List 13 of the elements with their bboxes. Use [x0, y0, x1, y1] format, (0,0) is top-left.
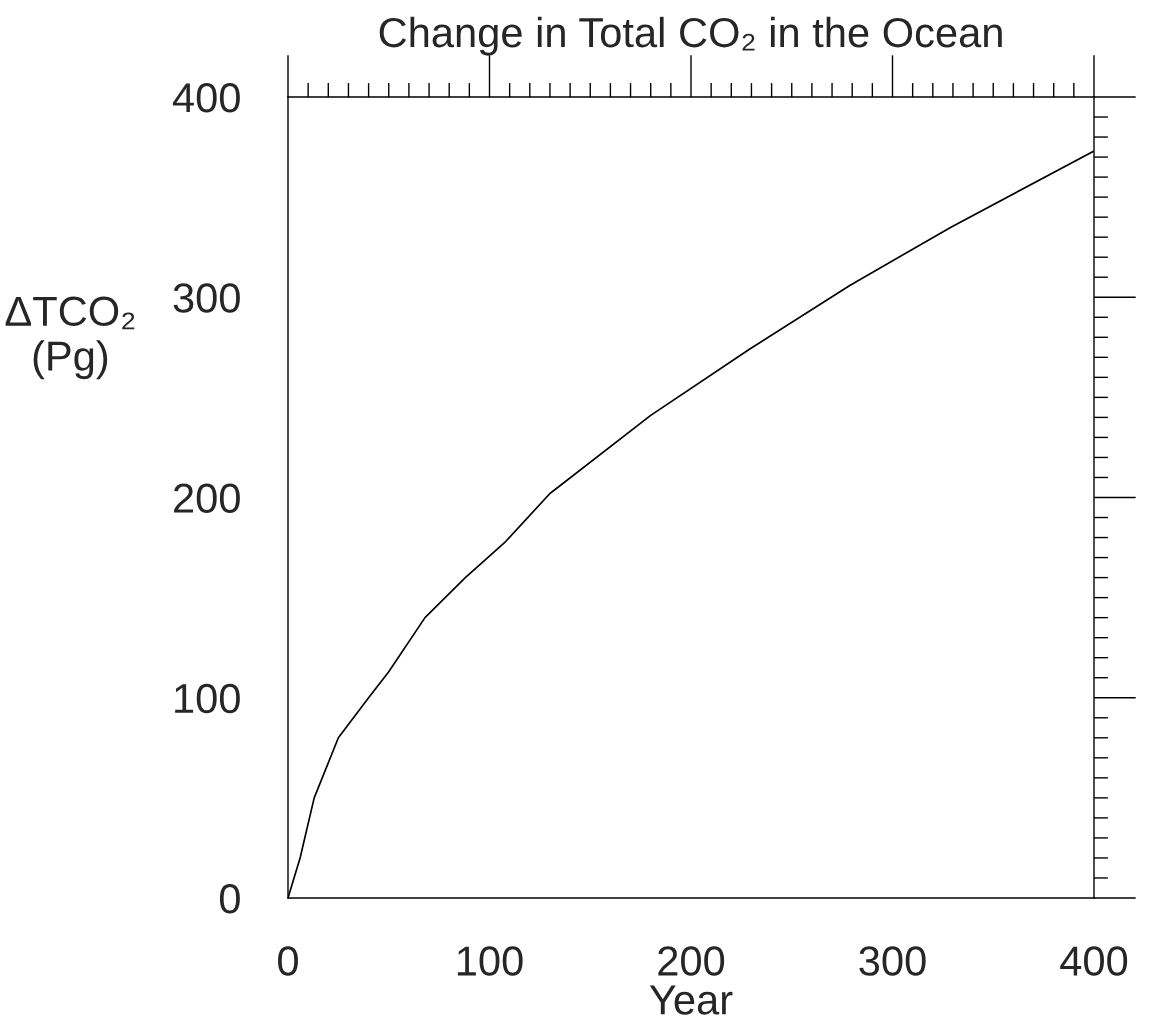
- y-axis-title: ΔTCO₂ (Pg): [5, 296, 135, 380]
- x-tick-label: 0: [278, 946, 298, 976]
- y-tick-label: 300: [173, 283, 240, 313]
- x-tick-label: 400: [1060, 946, 1128, 976]
- y-tick-label: 0: [219, 884, 240, 914]
- x-tick-label: 100: [457, 946, 523, 976]
- y-tick-label: 200: [174, 483, 240, 514]
- chart-title: Change in Total CO₂ in the Ocean: [379, 16, 1002, 56]
- x-tick-label: 200: [658, 946, 725, 976]
- x-axis-title: Year: [649, 985, 733, 1015]
- y-tick-label: 400: [172, 83, 240, 113]
- x-tick-label: 300: [859, 946, 926, 976]
- y-tick-label: 100: [175, 683, 240, 714]
